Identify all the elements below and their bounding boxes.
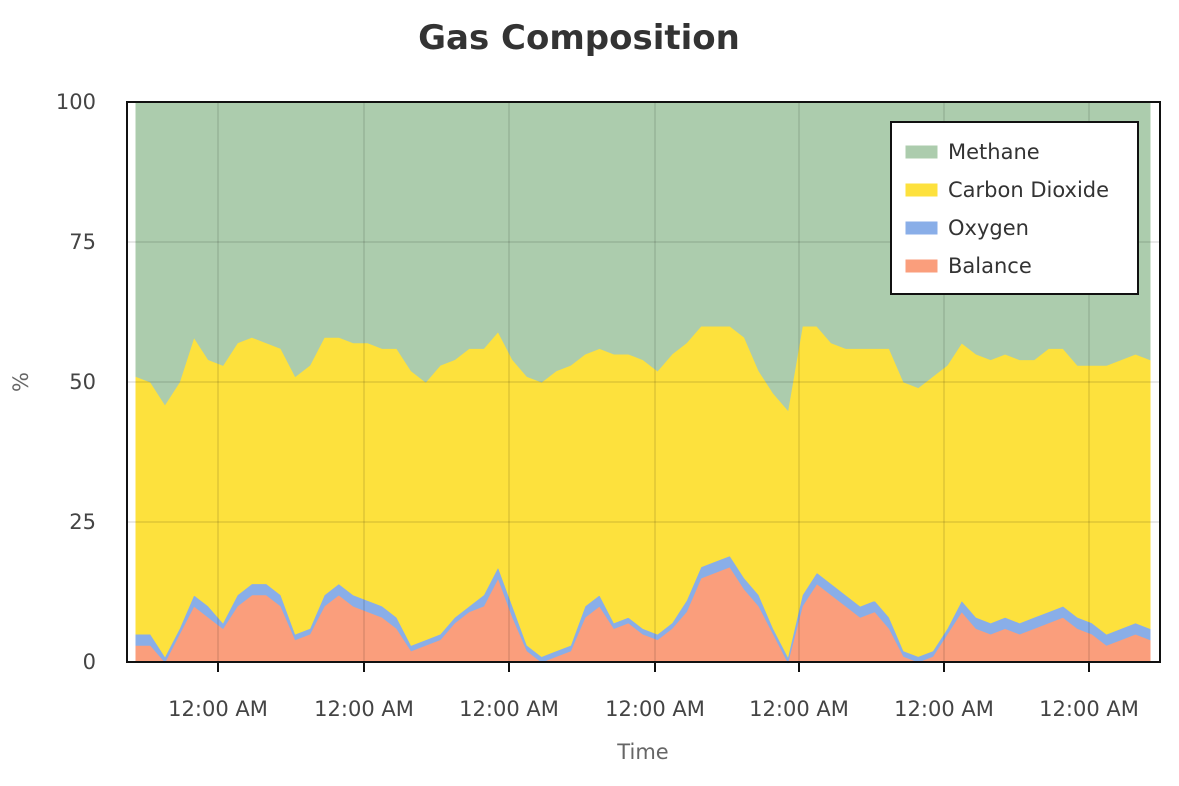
area-carbon-dioxide (135, 325, 1151, 658)
legend-label-oxygen: Oxygen (948, 216, 1029, 240)
y-tick-label: 25 (69, 510, 96, 534)
x-axis-ticks: 12:00 AM 12:00 AM 12:00 AM 12:00 AM 12:00 AM… (168, 662, 1139, 721)
y-tick-label: 75 (69, 230, 96, 254)
x-tick-label: 12:00 AM (749, 697, 849, 721)
x-tick-label: 12:00 AM (894, 697, 994, 721)
legend-label-methane: Methane (948, 140, 1040, 164)
x-tick-label: 12:00 AM (459, 697, 559, 721)
y-tick-label: 0 (83, 650, 96, 674)
x-tick-label: 12:00 AM (605, 697, 705, 721)
x-tick-label: 12:00 AM (314, 697, 414, 721)
legend-swatch-methane (905, 145, 938, 159)
x-tick-label: 12:00 AM (1039, 697, 1139, 721)
legend-swatch-oxygen (905, 221, 938, 235)
grid-lines (127, 102, 1160, 662)
y-axis-title: % (9, 372, 33, 392)
legend-swatch-carbon-dioxide (905, 183, 938, 197)
y-tick-label: 100 (56, 90, 96, 114)
legend: Methane Carbon Dioxide Oxygen Balance (890, 121, 1139, 295)
x-axis-title: Time (616, 740, 668, 764)
legend-label-balance: Balance (948, 254, 1032, 278)
legend-label-carbon-dioxide: Carbon Dioxide (948, 178, 1109, 202)
y-axis-ticks: 0 25 50 75 100 (56, 90, 96, 674)
x-tick-label: 12:00 AM (168, 697, 268, 721)
legend-swatch-balance (905, 259, 938, 273)
chart-title: Gas Composition (418, 18, 740, 58)
plot-frame (126, 101, 1161, 663)
y-tick-label: 50 (69, 370, 96, 394)
